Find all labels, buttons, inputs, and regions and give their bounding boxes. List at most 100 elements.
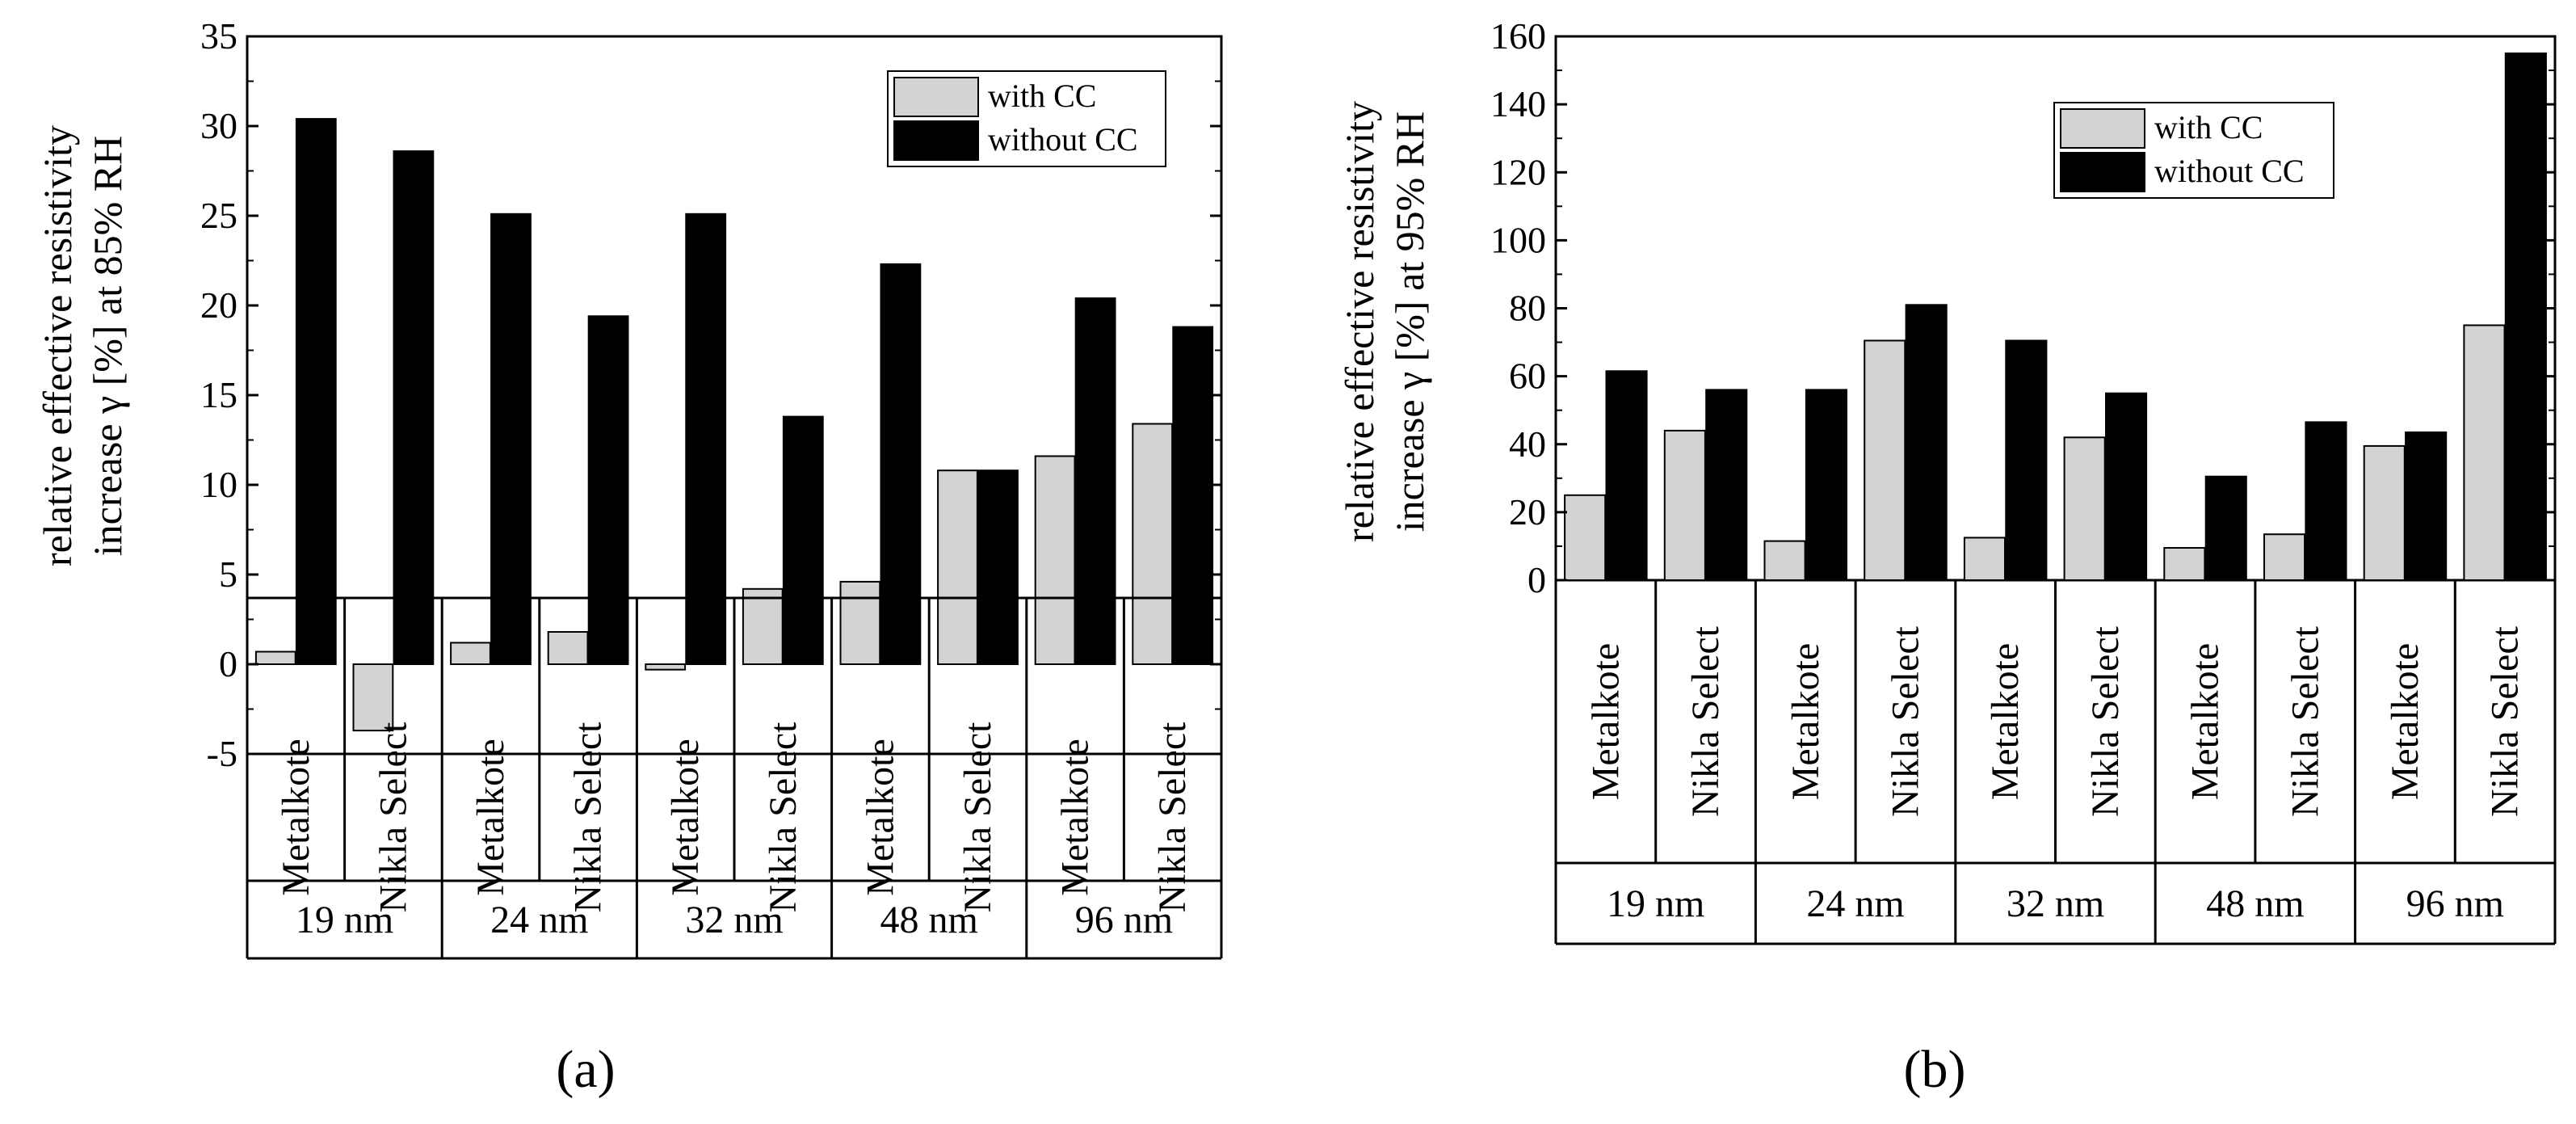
category-label: Metalkote	[859, 739, 901, 896]
y-tick-label: 15	[200, 374, 237, 415]
bar-with-cc	[2163, 547, 2206, 581]
bar-with-cc	[352, 663, 394, 732]
bar-without-cc	[782, 415, 824, 665]
bar-without-cc	[2305, 421, 2347, 582]
panel-label: (b)	[1904, 1040, 1966, 1099]
group-label: 96 nm	[1075, 899, 1173, 941]
category-label: Metalkote	[1984, 643, 2027, 801]
category-label: Nikla Select	[1684, 625, 1727, 817]
group-label: 24 nm	[1806, 882, 1904, 925]
panel-label: (a)	[556, 1040, 615, 1099]
bar-without-cc	[2204, 475, 2247, 582]
group-label: 96 nm	[2406, 882, 2504, 925]
legend-label: without CC	[2154, 153, 2305, 189]
group-label: 48 nm	[2206, 882, 2304, 925]
legend: with CC without CC	[887, 70, 1166, 167]
bar-with-cc	[937, 469, 978, 666]
bar-without-cc	[295, 118, 337, 666]
category-label: Nikla Select	[1884, 625, 1927, 817]
y-tick-label: 160	[1490, 15, 1546, 57]
bar-without-cc	[2005, 339, 2048, 581]
y-tick-label: 35	[200, 15, 237, 57]
bar-with-cc	[2363, 444, 2406, 582]
y-tick-label: 80	[1509, 288, 1546, 329]
bar-with-cc	[1963, 537, 2006, 582]
y-tick-label: 30	[200, 105, 237, 146]
bar-without-cc	[1805, 389, 1847, 581]
bar-with-cc	[2063, 436, 2106, 581]
bar-with-cc	[1034, 455, 1076, 665]
bar-with-cc	[645, 663, 687, 671]
category-label: Nikla Select	[956, 722, 999, 913]
y-tick-label: 40	[1509, 423, 1546, 465]
y-tick-label: 140	[1490, 83, 1546, 124]
legend-label: with CC	[988, 78, 1096, 114]
group-label: 19 nm	[296, 899, 393, 941]
y-tick-label: 10	[200, 464, 237, 505]
group-label: 24 nm	[490, 899, 588, 941]
bar-without-cc	[2105, 392, 2148, 582]
bar-with-cc	[742, 587, 784, 665]
bar-without-cc	[587, 315, 629, 665]
y-tick-label: 120	[1490, 151, 1546, 192]
bar-with-cc	[1864, 339, 1906, 581]
category-label: Metalkote	[469, 739, 512, 896]
bar-without-cc	[1905, 304, 1948, 581]
bar-without-cc	[490, 213, 532, 665]
category-label: Metalkote	[664, 739, 707, 896]
bar-without-cc	[2504, 53, 2547, 581]
bar-with-cc	[839, 580, 881, 666]
bar-without-cc	[880, 263, 922, 665]
category-label: Nikla Select	[2484, 625, 2527, 817]
legend: with CC without CC	[2053, 102, 2334, 199]
bar-without-cc	[685, 213, 727, 665]
category-label: Nikla Select	[372, 722, 414, 913]
legend-label: with CC	[2154, 109, 2263, 145]
legend-swatch-with-cc	[893, 77, 979, 117]
category-label: Nikla Select	[762, 722, 805, 913]
category-label: Nikla Select	[2284, 625, 2326, 817]
category-label: Metalkote	[275, 739, 317, 896]
bar-without-cc	[393, 150, 435, 666]
bar-with-cc	[254, 650, 296, 665]
chart-b: 0 20 40 60 80 100 120 140 160 relative effective …	[1337, 15, 2557, 1099]
legend-label: without CC	[988, 121, 1138, 158]
bar-with-cc	[1663, 429, 1706, 582]
group-label: 19 nm	[1607, 882, 1704, 925]
category-label: Nikla Select	[567, 722, 610, 913]
category-label: Metalkote	[1584, 643, 1627, 801]
group-label: 48 nm	[880, 899, 978, 941]
y-tick-label: 0	[219, 643, 237, 684]
y-axis-title-line1: relative effective resistivity	[35, 125, 80, 566]
bar-without-cc	[2405, 431, 2448, 581]
bar-without-cc	[1074, 297, 1116, 665]
bar-with-cc	[450, 642, 491, 666]
group-label: 32 nm	[2007, 882, 2104, 925]
category-label: Nikla Select	[2084, 625, 2127, 817]
y-tick-label: 0	[1528, 559, 1546, 600]
legend-swatch-without-cc	[893, 120, 979, 161]
y-tick-label: 20	[1509, 491, 1546, 533]
bar-with-cc	[1564, 494, 1607, 581]
bar-without-cc	[1705, 389, 1748, 581]
legend-swatch-without-cc	[2060, 152, 2145, 192]
y-axis-title-line2: increase γ [%] at 85% RH	[85, 136, 130, 557]
y-tick-label: 25	[200, 195, 237, 236]
category-label: Nikla Select	[1151, 722, 1194, 913]
bar-with-cc	[2263, 533, 2306, 582]
y-axis-title-line1: relative effective resistivity	[1337, 101, 1382, 542]
bar-without-cc	[1605, 370, 1648, 581]
y-tick-label: 20	[200, 284, 237, 326]
bar-without-cc	[977, 469, 1019, 666]
y-tick-label: 5	[219, 554, 237, 595]
category-label: Metalkote	[2384, 643, 2427, 801]
bar-without-cc	[1172, 326, 1214, 665]
bar-with-cc	[2463, 324, 2506, 581]
y-tick-label: 100	[1490, 219, 1546, 260]
bar-with-cc	[547, 631, 589, 665]
category-label: Metalkote	[1054, 739, 1097, 896]
category-label: Metalkote	[1784, 643, 1827, 801]
group-label: 32 nm	[685, 899, 783, 941]
bar-with-cc	[1763, 540, 1806, 581]
